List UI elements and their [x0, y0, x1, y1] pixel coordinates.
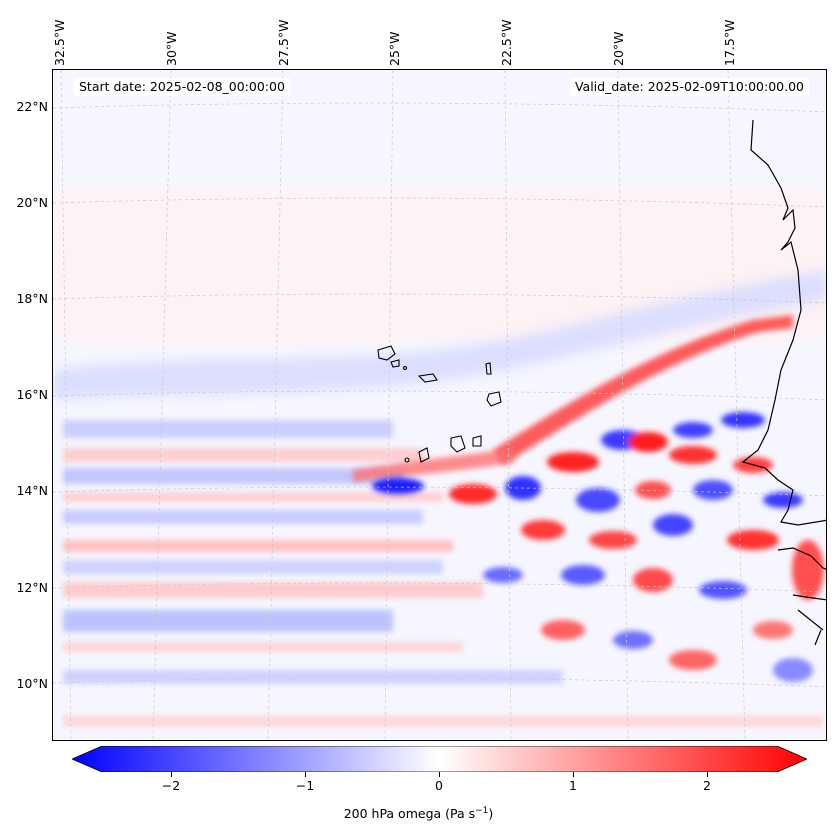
lon-tick-17-5w: 17.5°W	[722, 19, 737, 66]
background-field	[53, 70, 826, 740]
red-jet-streak	[493, 315, 793, 465]
lon-tick-32-5w: 32.5°W	[52, 19, 67, 66]
lat-tick-16n: 16°N	[16, 387, 48, 402]
lat-tick-20n: 20°N	[16, 195, 48, 210]
lat-tick-22n: 22°N	[16, 99, 48, 114]
colorbar-label-main: 200 hPa omega (Pa s	[343, 806, 476, 822]
omega-field	[53, 70, 826, 740]
lon-tick-25w: 25°W	[387, 31, 402, 66]
cb-tick-neg2: −2	[161, 778, 181, 793]
cb-tick-neg1: −1	[295, 778, 315, 793]
africa-coastline	[741, 119, 826, 646]
colorbar	[72, 746, 807, 772]
lat-tick-12n: 12°N	[16, 580, 48, 595]
colorbar-label-sup: −1	[475, 806, 489, 816]
cb-tick-1: 1	[569, 778, 577, 793]
colorbar-label: 200 hPa omega (Pa s−1)	[0, 806, 837, 821]
colorbar-label-end: )	[488, 806, 494, 822]
lon-tick-30w: 30°W	[164, 31, 179, 66]
map-panel	[52, 69, 827, 741]
lat-tick-10n: 10°N	[16, 676, 48, 691]
lat-tick-14n: 14°N	[16, 483, 48, 498]
colorbar-gradient	[72, 746, 807, 772]
lon-tick-22-5w: 22.5°W	[499, 19, 514, 66]
cb-tickmark-0	[439, 772, 440, 777]
cb-tickmark-2	[707, 772, 708, 777]
lon-tick-27-5w: 27.5°W	[276, 19, 291, 66]
cb-tick-2: 2	[703, 778, 711, 793]
cb-tickmark-neg2	[171, 772, 172, 777]
valid-date-label: Valid_date: 2025-02-09T10:00:00.00	[569, 78, 809, 96]
lat-tick-18n: 18°N	[16, 291, 48, 306]
lon-tick-20w: 20°W	[611, 31, 626, 66]
cape-verde-islands	[377, 345, 502, 463]
western-bands	[63, 420, 823, 727]
start-date-label: Start date: 2025-02-08_00:00:00	[74, 78, 290, 96]
cb-tickmark-neg1	[305, 772, 306, 777]
cb-tick-0: 0	[435, 778, 443, 793]
gridlines	[53, 70, 826, 740]
cb-tickmark-1	[573, 772, 574, 777]
convective-cells	[372, 412, 824, 682]
northern-blue-band	[53, 270, 826, 400]
red-jet-tail	[353, 448, 515, 482]
